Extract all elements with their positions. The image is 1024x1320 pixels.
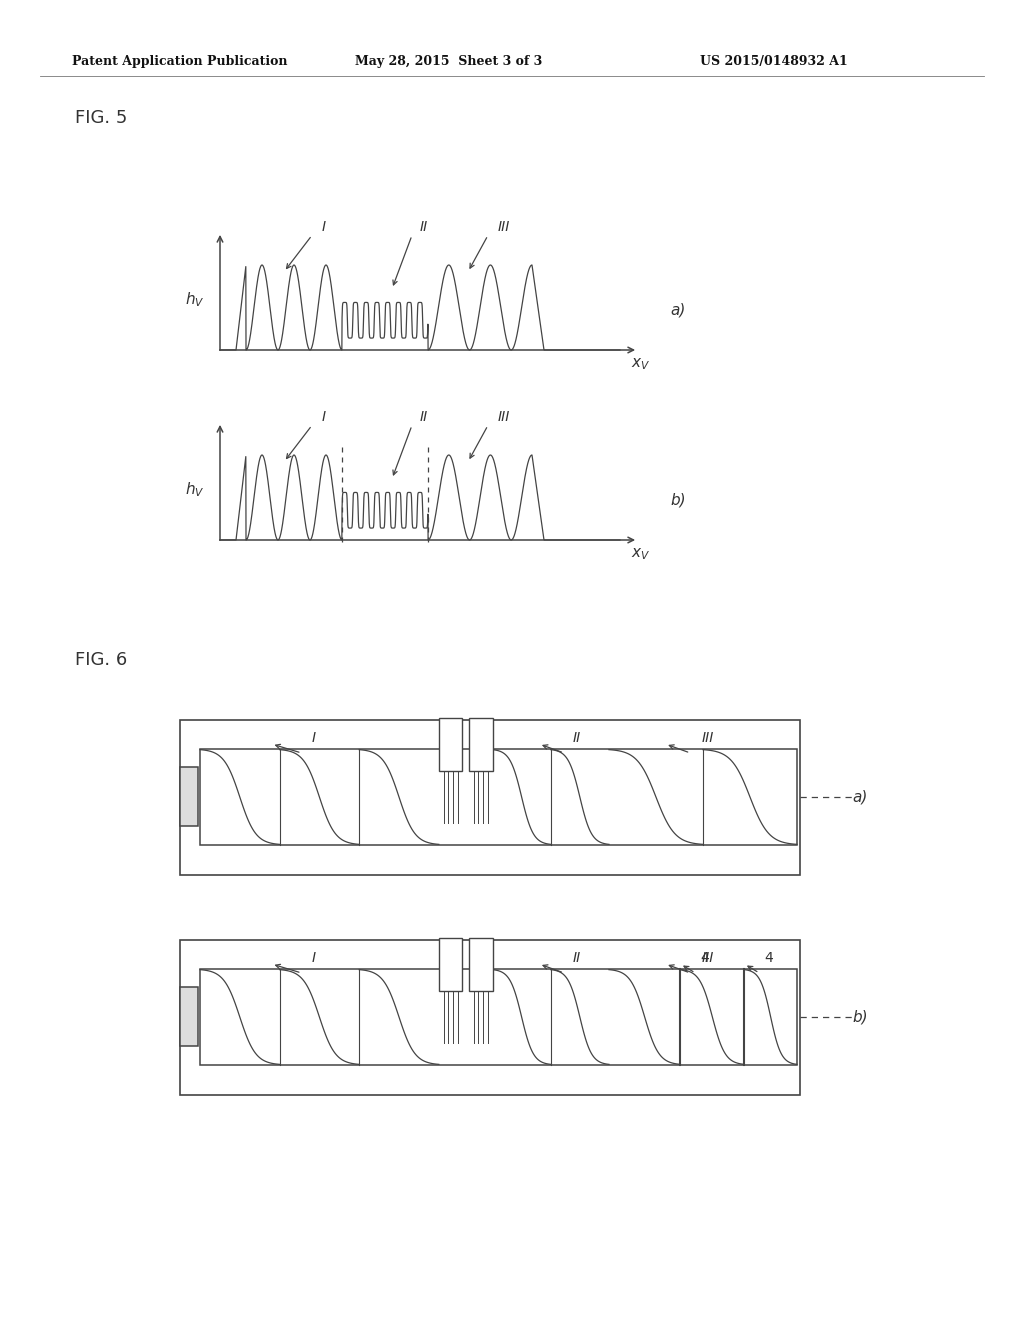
Text: Patent Application Publication: Patent Application Publication xyxy=(72,55,288,69)
Text: FIG. 6: FIG. 6 xyxy=(75,651,127,669)
Text: 4: 4 xyxy=(764,950,773,965)
Text: I: I xyxy=(311,950,315,965)
Text: II: II xyxy=(420,220,428,234)
Text: 4: 4 xyxy=(700,950,709,965)
Text: b): b) xyxy=(852,1010,867,1024)
Text: III: III xyxy=(498,220,510,234)
Text: a): a) xyxy=(671,302,686,318)
Bar xyxy=(439,718,463,771)
Bar xyxy=(439,937,463,990)
Text: $h_V$: $h_V$ xyxy=(185,290,205,309)
Text: I: I xyxy=(322,220,326,234)
Bar xyxy=(180,940,800,1096)
Text: III: III xyxy=(701,731,714,744)
Text: I: I xyxy=(322,411,326,424)
Text: $x_V$: $x_V$ xyxy=(631,546,650,562)
Text: II: II xyxy=(420,411,428,424)
Text: a): a) xyxy=(852,789,867,804)
Text: $x_V$: $x_V$ xyxy=(631,356,650,372)
Bar xyxy=(200,748,797,845)
Text: FIG. 5: FIG. 5 xyxy=(75,110,127,127)
Text: I: I xyxy=(311,731,315,744)
Bar xyxy=(180,719,800,875)
Text: III: III xyxy=(498,411,510,424)
Bar xyxy=(469,937,493,990)
Bar xyxy=(180,987,198,1045)
Text: May 28, 2015  Sheet 3 of 3: May 28, 2015 Sheet 3 of 3 xyxy=(355,55,543,69)
Text: b): b) xyxy=(670,492,686,507)
Text: US 2015/0148932 A1: US 2015/0148932 A1 xyxy=(700,55,848,69)
Bar xyxy=(469,718,493,771)
Text: $h_V$: $h_V$ xyxy=(185,480,205,499)
Bar xyxy=(200,969,797,1065)
Text: II: II xyxy=(573,950,582,965)
Text: II: II xyxy=(573,731,582,744)
Text: III: III xyxy=(701,950,714,965)
Bar xyxy=(180,767,198,826)
